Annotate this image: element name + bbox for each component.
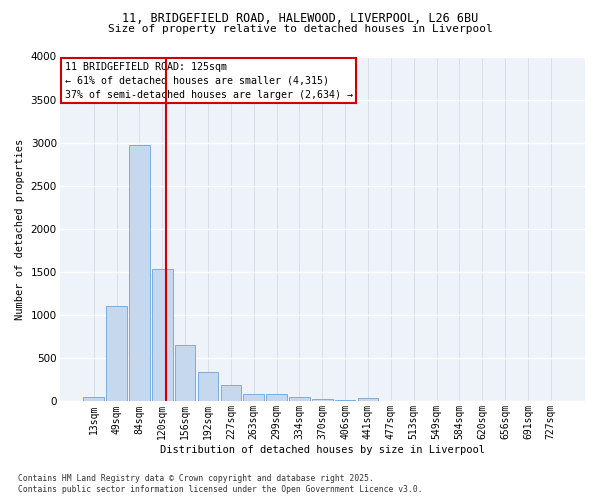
Bar bbox=[244, 394, 264, 402]
Bar bbox=[198, 372, 218, 402]
Bar bbox=[152, 270, 173, 402]
Bar bbox=[221, 385, 241, 402]
Text: 11 BRIDGEFIELD ROAD: 125sqm
← 61% of detached houses are smaller (4,315)
37% of : 11 BRIDGEFIELD ROAD: 125sqm ← 61% of det… bbox=[65, 62, 353, 100]
Bar bbox=[335, 400, 355, 402]
X-axis label: Distribution of detached houses by size in Liverpool: Distribution of detached houses by size … bbox=[160, 445, 485, 455]
Bar bbox=[266, 394, 287, 402]
Bar bbox=[129, 146, 150, 402]
Bar bbox=[358, 398, 378, 402]
Bar bbox=[312, 400, 332, 402]
Text: 11, BRIDGEFIELD ROAD, HALEWOOD, LIVERPOOL, L26 6BU: 11, BRIDGEFIELD ROAD, HALEWOOD, LIVERPOO… bbox=[122, 12, 478, 26]
Text: Contains HM Land Registry data © Crown copyright and database right 2025.
Contai: Contains HM Land Registry data © Crown c… bbox=[18, 474, 422, 494]
Bar bbox=[106, 306, 127, 402]
Bar bbox=[289, 397, 310, 402]
Bar bbox=[175, 346, 196, 402]
Bar bbox=[83, 396, 104, 402]
Text: Size of property relative to detached houses in Liverpool: Size of property relative to detached ho… bbox=[107, 24, 493, 34]
Y-axis label: Number of detached properties: Number of detached properties bbox=[15, 138, 25, 320]
